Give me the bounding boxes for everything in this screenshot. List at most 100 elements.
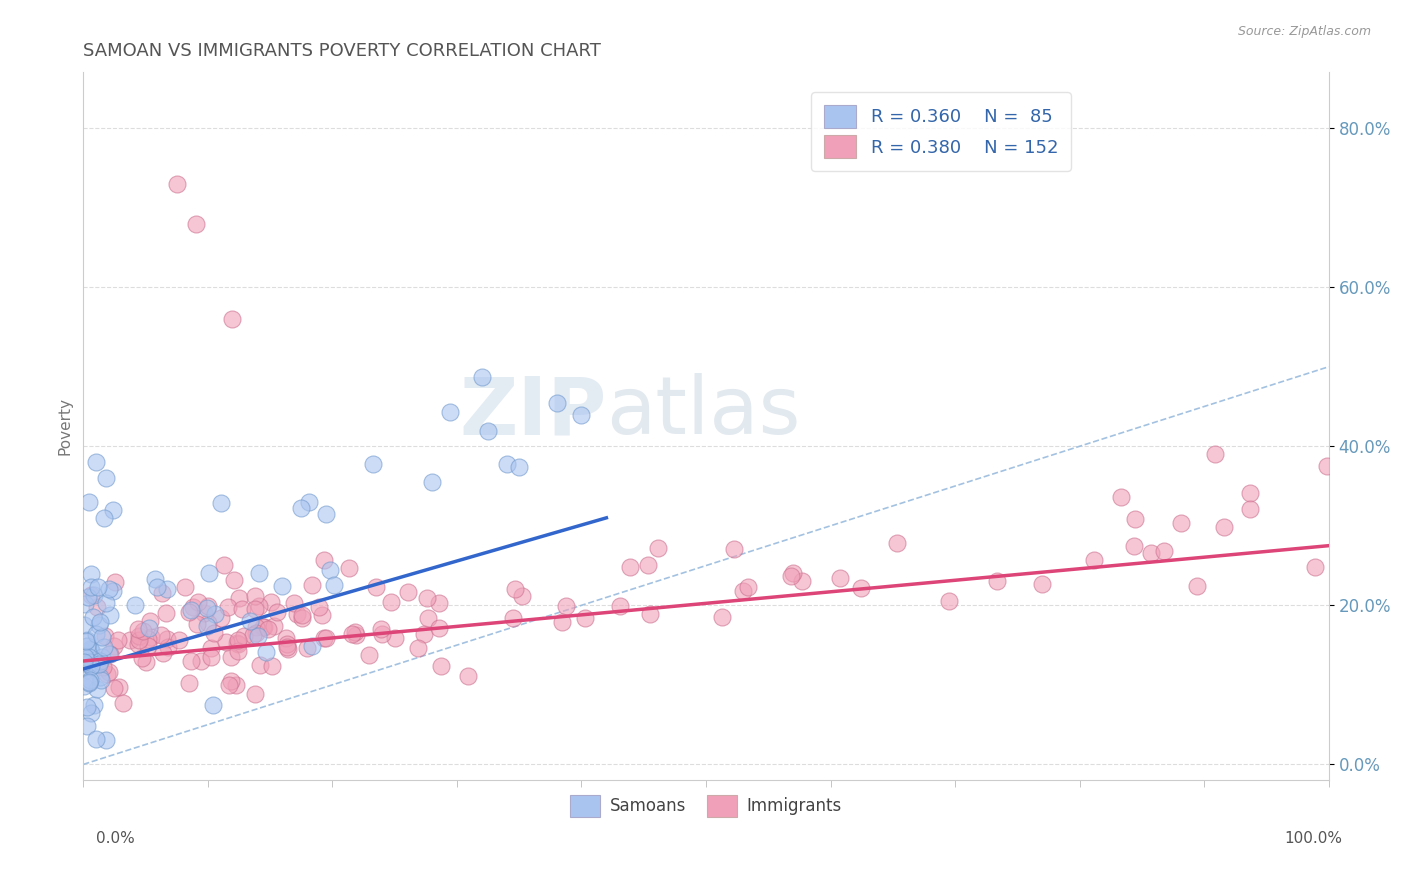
- Point: [77, 650, 100, 665]
- Point: [97, 665, 120, 680]
- Point: [138, 621, 160, 635]
- Point: [1303, 560, 1326, 574]
- Point: [80, 588, 103, 602]
- Point: [86, 682, 108, 697]
- Point: [828, 571, 851, 585]
- Point: [75, 650, 97, 665]
- Point: [73, 679, 96, 693]
- Point: [195, 601, 218, 615]
- Point: [94, 471, 117, 485]
- Point: [80, 643, 103, 657]
- Point: [849, 581, 872, 595]
- Text: 100.0%: 100.0%: [1285, 831, 1343, 846]
- Point: [308, 599, 330, 614]
- Point: [271, 579, 294, 593]
- Point: [145, 580, 167, 594]
- Point: [245, 620, 267, 634]
- Point: [89, 615, 111, 629]
- Point: [225, 636, 247, 650]
- Point: [91, 630, 114, 644]
- Point: [253, 620, 276, 634]
- Point: [76, 699, 98, 714]
- Point: [343, 624, 366, 639]
- Point: [76, 639, 98, 653]
- Point: [91, 650, 114, 665]
- Point: [76, 719, 98, 733]
- Point: [502, 611, 524, 625]
- Point: [723, 541, 745, 556]
- Point: [79, 673, 101, 688]
- Point: [219, 673, 242, 688]
- Point: [243, 687, 266, 701]
- Point: [508, 460, 530, 475]
- Point: [103, 639, 125, 653]
- Point: [228, 633, 250, 648]
- Point: [181, 600, 204, 615]
- Point: [315, 508, 337, 522]
- Point: [80, 566, 103, 581]
- Point: [938, 594, 960, 608]
- Point: [112, 696, 135, 710]
- Point: [276, 640, 298, 654]
- Point: [80, 658, 103, 673]
- Point: [217, 600, 239, 615]
- Point: [186, 616, 208, 631]
- Point: [221, 312, 243, 326]
- Point: [571, 408, 593, 422]
- Point: [136, 639, 159, 653]
- Point: [396, 585, 419, 599]
- Point: [96, 666, 118, 681]
- Point: [197, 616, 219, 631]
- Point: [291, 610, 314, 624]
- Point: [187, 595, 209, 609]
- Point: [637, 558, 659, 573]
- Point: [283, 596, 305, 610]
- Point: [195, 619, 218, 633]
- Point: [226, 643, 249, 657]
- Point: [301, 639, 323, 653]
- Point: [127, 637, 149, 651]
- Point: [779, 569, 801, 583]
- Point: [340, 627, 363, 641]
- Point: [79, 642, 101, 657]
- Point: [790, 574, 813, 588]
- Point: [83, 588, 105, 602]
- Point: [93, 640, 115, 655]
- Point: [711, 610, 734, 624]
- Text: atlas: atlas: [606, 373, 801, 451]
- Point: [312, 631, 335, 645]
- Point: [1122, 539, 1144, 553]
- Point: [1316, 458, 1339, 473]
- Point: [94, 733, 117, 747]
- Point: [290, 500, 312, 515]
- Point: [1170, 516, 1192, 530]
- Point: [266, 605, 288, 619]
- Point: [197, 599, 219, 614]
- Point: [79, 675, 101, 690]
- Point: [233, 629, 256, 643]
- Point: [89, 670, 111, 684]
- Point: [574, 611, 596, 625]
- Point: [344, 628, 367, 642]
- Point: [737, 580, 759, 594]
- Point: [80, 581, 103, 595]
- Point: [550, 615, 572, 630]
- Point: [76, 633, 98, 648]
- Point: [212, 558, 235, 572]
- Point: [496, 458, 519, 472]
- Point: [80, 659, 103, 673]
- Point: [108, 680, 131, 694]
- Point: [157, 640, 180, 655]
- Point: [228, 591, 250, 605]
- Point: [406, 641, 429, 656]
- Point: [291, 607, 314, 622]
- Point: [218, 678, 240, 692]
- Point: [1031, 577, 1053, 591]
- Point: [156, 632, 179, 647]
- Text: SAMOAN VS IMMIGRANTS POVERTY CORRELATION CHART: SAMOAN VS IMMIGRANTS POVERTY CORRELATION…: [83, 42, 602, 60]
- Point: [285, 607, 308, 621]
- Point: [222, 573, 245, 587]
- Point: [209, 610, 232, 624]
- Point: [155, 606, 177, 620]
- Point: [298, 495, 321, 509]
